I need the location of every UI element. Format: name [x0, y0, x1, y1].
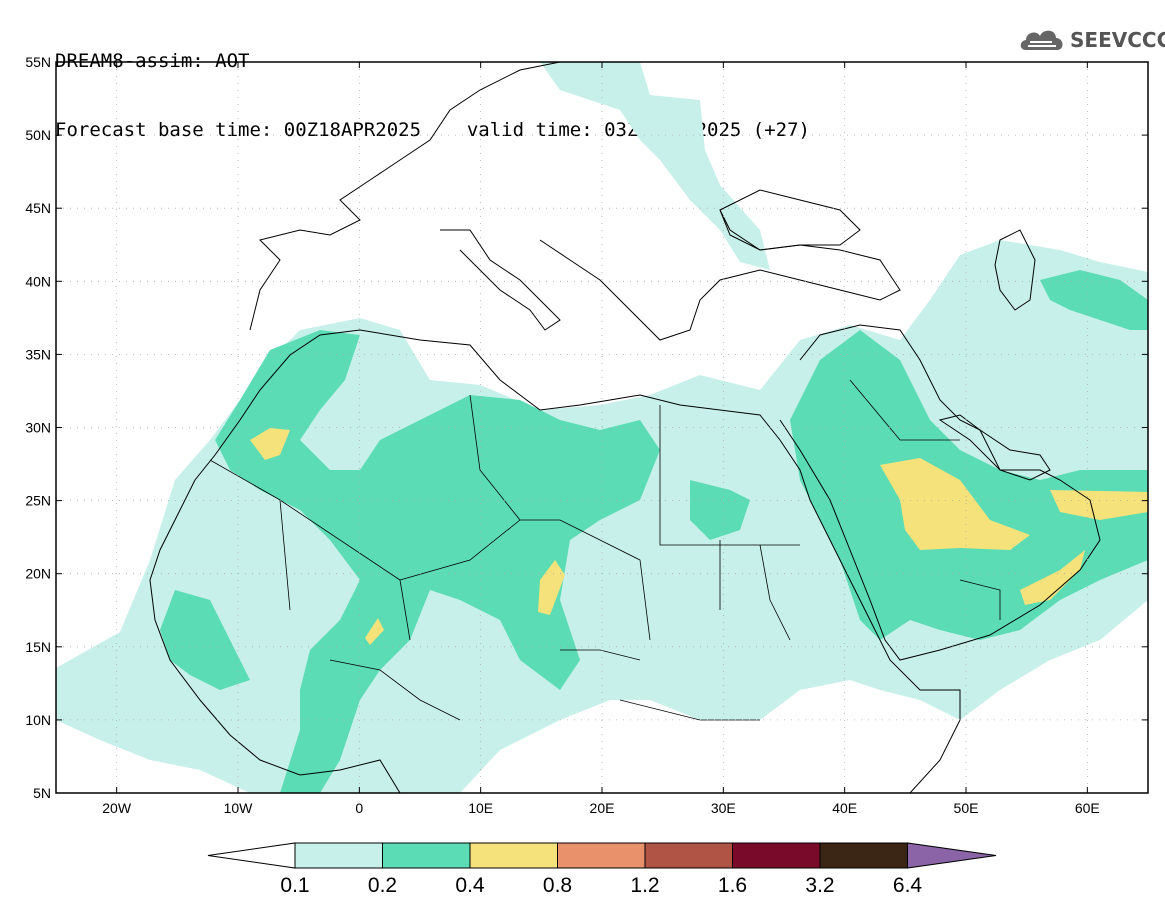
- colorbar-upper-arrow: [907, 842, 997, 869]
- colorbar-label: 3.2: [805, 874, 834, 897]
- logo-text: SEEVCCC: [1070, 28, 1165, 52]
- graticule: [56, 62, 1148, 793]
- lon-label: 10E: [468, 800, 493, 816]
- colorbar-label: 0.1: [280, 874, 309, 897]
- colorbar-segment: [819, 842, 908, 869]
- lon-label: 10W: [224, 800, 254, 816]
- aot-band-0.4-chad: [538, 560, 565, 615]
- colorbar-segment: [557, 842, 646, 869]
- aot-band-0.4-oman: [1050, 490, 1148, 520]
- west-africa-coast: [149, 419, 401, 793]
- lat-label: 25N: [25, 493, 51, 509]
- aot-field: [56, 62, 1148, 793]
- colorbar-label: 1.2: [630, 874, 659, 897]
- lat-label: 45N: [25, 200, 51, 216]
- black-sea: [719, 189, 861, 251]
- aot-band-0.1-europe: [540, 62, 770, 270]
- lat-label: 10N: [25, 712, 51, 728]
- colorbar-segment: [382, 842, 471, 869]
- latitude-axis: 55N 50N 45N 40N 35N 30N 25N 20N 15N 10N 5N: [25, 54, 1148, 801]
- lon-label: 30E: [711, 800, 736, 816]
- lat-label: 40N: [25, 273, 51, 289]
- lat-label: 20N: [25, 566, 51, 582]
- colorbar-segment: [469, 842, 558, 869]
- lon-label: 40E: [832, 800, 857, 816]
- aot-band-0.4-mali: [365, 618, 384, 645]
- colorbar-label: 1.6: [718, 874, 747, 897]
- lat-label: 5N: [33, 785, 51, 801]
- lat-label: 15N: [25, 639, 51, 655]
- balkans-coast: [539, 209, 901, 341]
- colorbar-segment: [294, 842, 383, 869]
- aot-colorbar: 0.1 0.2 0.4 0.8 1.2 1.6 3.2 6.4: [207, 842, 997, 897]
- caspian-sea: [994, 229, 1036, 311]
- cloud-icon: [1020, 30, 1063, 50]
- europe-coast: [249, 62, 561, 331]
- aot-band-0.2-arabia: [790, 330, 1148, 640]
- lat-label: 30N: [25, 420, 51, 436]
- lon-label: 20E: [590, 800, 615, 816]
- colorbar-lower-arrow: [207, 842, 296, 869]
- aot-band-0.2-egypt: [690, 480, 750, 540]
- colorbar-label: 0.4: [455, 874, 485, 897]
- africa-coast: [239, 329, 961, 793]
- aot-band-0.4-yemen: [1020, 550, 1085, 605]
- colorbar-label: 0.8: [543, 874, 572, 897]
- aot-band-0.2-west: [215, 330, 660, 793]
- lat-label: 55N: [25, 54, 51, 70]
- product-title: DREAM8-assim: AOT: [55, 50, 250, 72]
- coastlines: [149, 62, 1101, 793]
- aot-band-0.4-arabia: [880, 458, 1030, 550]
- colorbar-label: 6.4: [893, 874, 923, 897]
- lon-label: 50E: [954, 800, 979, 816]
- red-sea-east: [779, 324, 1101, 661]
- lon-label: 0: [355, 800, 363, 816]
- colorbar-label: 0.2: [368, 874, 397, 897]
- lat-label: 50N: [25, 127, 51, 143]
- aot-band-0.4-morocco: [250, 428, 290, 460]
- lon-label: 60E: [1075, 800, 1100, 816]
- italy-coast: [440, 229, 561, 331]
- aot-band-0.2-caspian: [1040, 270, 1148, 330]
- persian-gulf: [938, 414, 1051, 481]
- longitude-axis: 20W 10W 0 10E 20E 30E 40E 50E 60E: [102, 62, 1100, 816]
- lon-label: 20W: [102, 800, 132, 816]
- lat-label: 35N: [25, 346, 51, 362]
- seevccc-logo: SEEVCCC: [1018, 22, 1165, 58]
- colorbar-segment: [644, 842, 733, 869]
- aot-band-0.2-sahel: [160, 590, 250, 690]
- colorbar-segment: [732, 842, 821, 869]
